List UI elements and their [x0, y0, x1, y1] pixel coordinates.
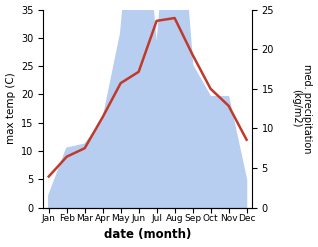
X-axis label: date (month): date (month)	[104, 228, 191, 242]
Y-axis label: max temp (C): max temp (C)	[5, 73, 16, 144]
Y-axis label: med. precipitation
(kg/m2): med. precipitation (kg/m2)	[291, 64, 313, 153]
